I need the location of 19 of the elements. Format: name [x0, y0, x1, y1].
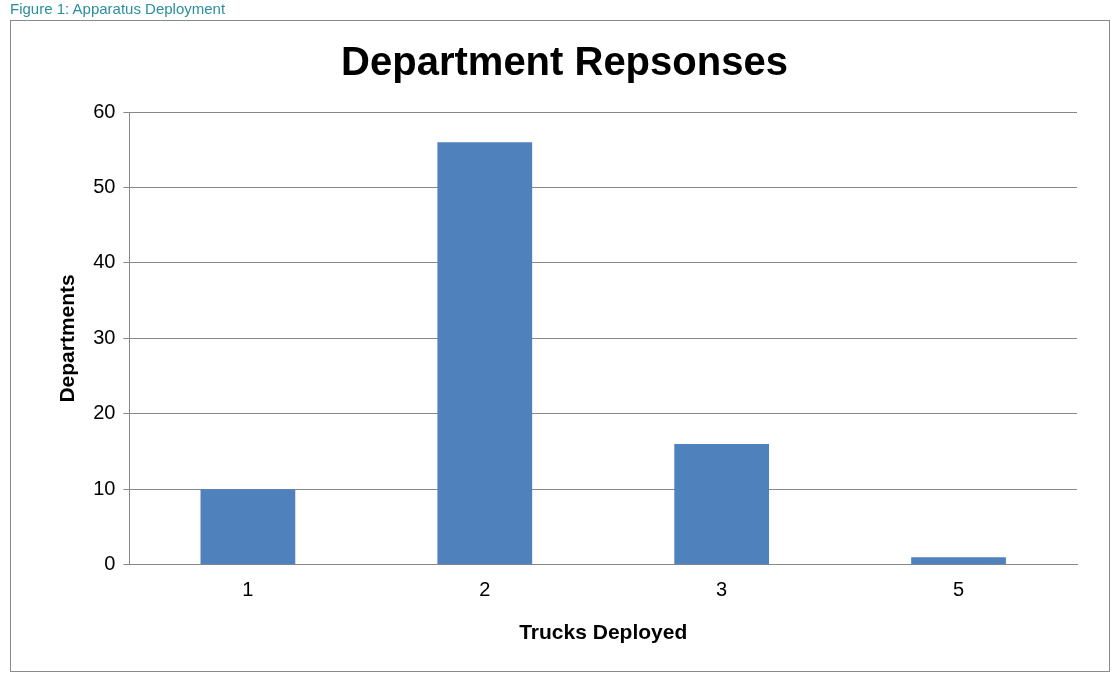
y-tick-label: 40 [93, 250, 116, 273]
y-tick-label: 30 [93, 325, 116, 348]
chart-title: Department Repsonses [341, 39, 788, 84]
bar [911, 557, 1006, 565]
x-axis-title: Trucks Deployed [519, 620, 688, 644]
caption: Figure 1: Apparatus Deployment [10, 0, 226, 17]
x-tick-label: 1 [242, 578, 254, 601]
bar [200, 489, 296, 565]
bar [437, 142, 533, 565]
y-tick-label: 50 [93, 174, 116, 197]
y-tick-label: 20 [93, 401, 116, 424]
x-tick-label: 2 [479, 578, 491, 601]
x-tick-label: 3 [716, 578, 728, 601]
x-tick-label: 5 [952, 578, 965, 601]
y-tick-label: 60 [93, 99, 116, 122]
y-tick-label: 0 [104, 552, 116, 575]
y-tick-label: 10 [93, 476, 116, 499]
y-axis-title: Departments [55, 274, 79, 403]
bar [674, 444, 770, 565]
